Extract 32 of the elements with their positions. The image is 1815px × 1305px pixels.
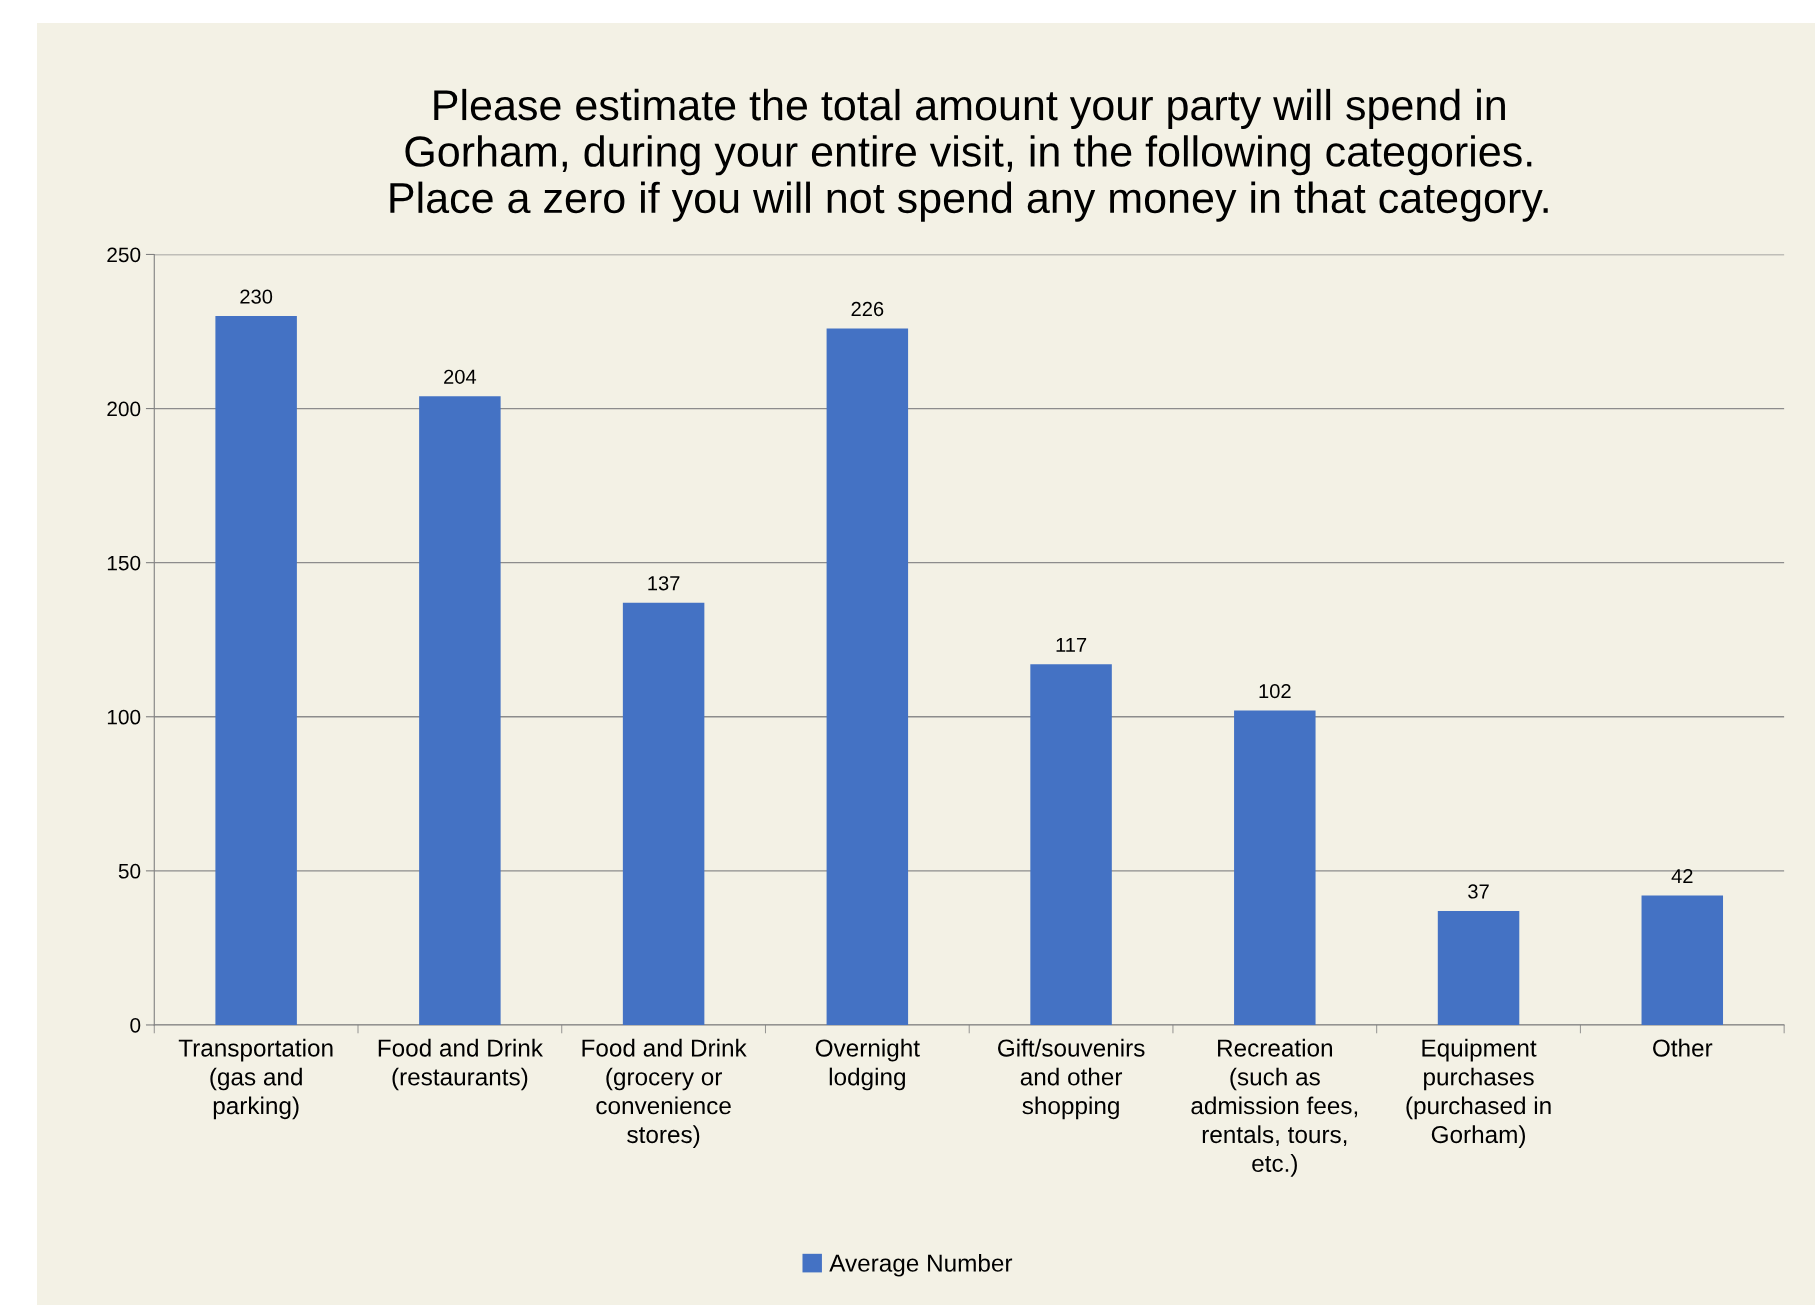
data-label: 42 xyxy=(1671,868,1693,883)
x-tick-label: Overnight lodging xyxy=(815,1038,920,1091)
bar xyxy=(826,328,909,1025)
bar xyxy=(419,396,501,1025)
data-label: 37 xyxy=(1468,884,1489,899)
y-tick-label: 250 xyxy=(107,247,141,263)
x-tick-label: Equipment purchases (purchased in Gorham) xyxy=(1406,1038,1551,1148)
x-tick-label: Transportation (gas and parking) xyxy=(178,1038,333,1120)
data-label: 226 xyxy=(851,301,884,317)
y-tick-label: 50 xyxy=(118,863,141,879)
y-tick-label: 100 xyxy=(107,709,141,725)
x-tick-label: Other xyxy=(1653,1038,1713,1057)
bar xyxy=(215,316,297,1025)
y-tick-label: 0 xyxy=(130,1017,141,1033)
chart-title: Please estimate the total amount your party will spend in Gorham, during your entire visit, in the following categories. Place a zero if you will not spend any money in that category. xyxy=(390,88,1548,222)
data-label: 230 xyxy=(240,289,273,304)
y-tick-label: 200 xyxy=(107,401,141,417)
x-tick-label: Recreation (such as admission fees, rentals, tours, etc.) xyxy=(1191,1038,1358,1177)
bar xyxy=(1437,910,1520,1025)
bar xyxy=(1641,895,1724,1025)
bar xyxy=(1030,664,1112,1025)
x-tick-label: Food and Drink (restaurants) xyxy=(378,1038,543,1091)
bar xyxy=(1234,710,1316,1025)
data-label: 117 xyxy=(1056,638,1087,652)
data-label: 137 xyxy=(648,576,680,591)
legend-label: Average Number xyxy=(829,1253,1013,1277)
x-tick-label: Gift/souvenirs and other shopping xyxy=(998,1038,1145,1120)
bar xyxy=(622,602,705,1025)
data-label: 102 xyxy=(1259,684,1291,699)
data-label: 204 xyxy=(444,369,477,384)
x-tick-label: Food and Drink (grocery or convenience stores) xyxy=(582,1038,747,1148)
y-tick-label: 150 xyxy=(107,555,141,571)
